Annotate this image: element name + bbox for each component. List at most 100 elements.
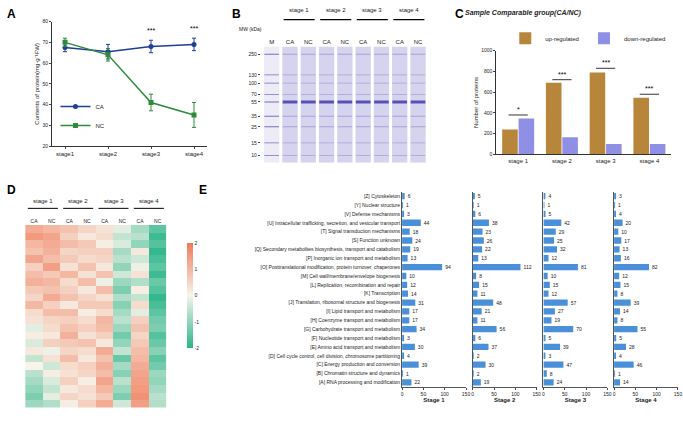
svg-text:16: 16 [624,255,630,261]
svg-text:150: 150 [603,391,612,397]
svg-text:25: 25 [557,238,563,244]
svg-text:100: 100 [441,391,450,397]
svg-text:34: 34 [420,326,426,332]
svg-text:10: 10 [621,229,627,235]
svg-text:28: 28 [629,344,635,350]
svg-text:NC: NC [304,39,313,45]
svg-text:CA: CA [31,218,39,224]
svg-text:39: 39 [422,362,428,368]
svg-text:[U] Intracellular trafficking,: [U] Intracellular trafficking, secretion… [267,220,400,226]
svg-text:30: 30 [489,362,495,368]
svg-text:C: C [455,7,464,21]
svg-text:[J] Translation, ribosomal str: [J] Translation, ribosomal structure and… [289,299,401,305]
svg-text:stage 2: stage 2 [68,198,88,204]
svg-text:15: 15 [251,140,257,146]
svg-text:1: 1 [406,202,409,208]
svg-text:150: 150 [674,391,683,397]
svg-text:[B] Chromatin structure and dy: [B] Chromatin structure and dynamics [316,370,400,376]
svg-text:15: 15 [482,282,488,288]
svg-text:13: 13 [623,246,629,252]
svg-text:stage 1: stage 1 [508,158,528,164]
svg-text:14: 14 [623,379,629,385]
svg-text:Stage 4: Stage 4 [635,397,657,403]
svg-text:NC: NC [341,39,350,45]
svg-text:M: M [269,39,274,45]
svg-text:stage 1: stage 1 [33,198,53,204]
svg-text:19: 19 [484,379,490,385]
svg-text:[Z] Cytoskeleton: [Z] Cytoskeleton [364,193,400,199]
svg-text:stage3: stage3 [142,151,161,157]
svg-text:48: 48 [496,300,502,306]
svg-text:Stage 1: Stage 1 [423,397,445,403]
svg-text:38: 38 [492,220,498,226]
svg-text:1: 1 [547,202,550,208]
svg-text:10: 10 [251,152,257,158]
svg-text:24: 24 [557,379,563,385]
svg-text:800: 800 [484,68,493,74]
svg-text:E: E [199,183,207,197]
svg-text:CA: CA [396,39,404,45]
svg-text:[L] Replication, recombination: [L] Replication, recombination and repai… [310,282,400,288]
svg-text:Stage 2: Stage 2 [494,397,516,403]
svg-text:31: 31 [418,300,424,306]
svg-text:[I] Lipid transport and metabo: [I] Lipid transport and metabolism [326,308,400,314]
svg-text:[S] Function unknown: [S] Function unknown [352,237,400,243]
svg-text:Contents of protein(mg·g⁻¹FW): Contents of protein(mg·g⁻¹FW) [34,43,40,125]
svg-text:CA: CA [359,39,367,45]
svg-text:8: 8 [479,273,482,279]
svg-text:17: 17 [624,238,630,244]
svg-text:14: 14 [411,291,417,297]
svg-text:40: 40 [43,101,49,107]
svg-text:4: 4 [407,353,410,359]
svg-text:stage 2: stage 2 [326,7,346,13]
svg-text:32: 32 [560,246,566,252]
svg-text:[V] Defense mechanisms: [V] Defense mechanisms [344,211,400,217]
svg-text:12: 12 [410,282,416,288]
svg-text:15: 15 [553,282,559,288]
svg-text:35: 35 [251,113,257,119]
svg-text:[E] Amino acid transport and m: [E] Amino acid transport and metabolism [310,344,400,350]
svg-text:[Q] Secondary metabolites bios: [Q] Secondary metabolites biosynthesis, … [255,246,400,252]
svg-text:2: 2 [477,353,480,359]
svg-text:29: 29 [559,229,565,235]
svg-text:0: 0 [401,391,404,397]
svg-text:CA: CA [137,218,145,224]
svg-text:*: * [517,106,520,113]
svg-text:8: 8 [550,371,553,377]
svg-text:70: 70 [576,326,582,332]
svg-text:46: 46 [637,362,643,368]
svg-text:14: 14 [623,308,629,314]
svg-text:17: 17 [412,308,418,314]
svg-text:***: *** [558,71,566,78]
svg-text:150: 150 [533,391,542,397]
svg-text:CA: CA [101,218,109,224]
svg-text:4: 4 [548,193,551,199]
svg-text:250: 250 [248,51,257,57]
svg-text:6: 6 [408,193,411,199]
svg-text:CA: CA [95,104,103,110]
svg-text:6: 6 [478,211,481,217]
svg-text:70: 70 [43,39,49,45]
svg-text:70: 70 [251,91,257,97]
svg-text:150: 150 [462,391,471,397]
svg-text:2: 2 [477,371,480,377]
svg-text:80: 80 [43,18,49,24]
svg-text:600: 600 [484,89,493,95]
svg-text:10: 10 [551,273,557,279]
svg-text:21: 21 [485,308,491,314]
svg-text:22: 22 [485,246,491,252]
svg-text:[A] RNA processing and modific: [A] RNA processing and modification [319,379,400,385]
svg-text:39: 39 [563,344,569,350]
svg-text:stage1: stage1 [56,151,75,157]
svg-text:NC: NC [119,218,127,224]
svg-text:11: 11 [480,317,485,323]
svg-text:47: 47 [566,362,572,368]
svg-text:5: 5 [549,335,552,341]
svg-text:39: 39 [634,300,640,306]
svg-text:stage4: stage4 [185,151,204,157]
svg-text:***: *** [645,85,653,92]
svg-text:15: 15 [623,282,629,288]
svg-text:50: 50 [562,391,568,397]
svg-text:0: 0 [490,151,493,157]
svg-text:50: 50 [43,81,49,87]
